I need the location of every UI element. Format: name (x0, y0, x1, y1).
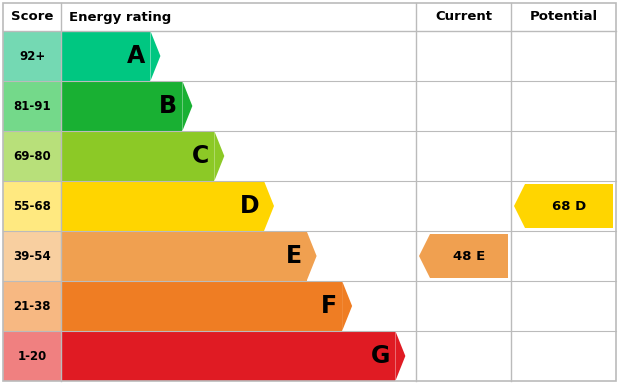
Bar (3, 181, 61, 231)
Text: A: A (127, 44, 145, 68)
Text: B: B (159, 94, 178, 118)
Bar (3, 131, 61, 181)
Bar (61, 231, 306, 281)
Text: 48 E: 48 E (453, 250, 485, 263)
Bar (61, 181, 264, 231)
Polygon shape (396, 331, 405, 381)
Text: Current: Current (435, 10, 492, 23)
Bar (3, 281, 61, 331)
Bar (3, 3, 616, 31)
Text: F: F (321, 294, 337, 318)
Text: 39-54: 39-54 (13, 250, 51, 263)
Polygon shape (183, 81, 193, 131)
Text: 68 D: 68 D (552, 200, 586, 212)
Bar (61, 281, 342, 331)
Bar (3, 81, 61, 131)
Text: 81-91: 81-91 (13, 99, 51, 113)
Bar (61, 81, 183, 131)
Text: D: D (240, 194, 259, 218)
Text: E: E (285, 244, 301, 268)
Polygon shape (419, 234, 508, 278)
Bar (3, 231, 61, 281)
Text: Energy rating: Energy rating (69, 10, 171, 23)
Bar (61, 331, 396, 381)
Text: 21-38: 21-38 (13, 300, 51, 313)
Polygon shape (342, 281, 352, 331)
Text: 1-20: 1-20 (17, 349, 46, 362)
Bar (3, 331, 61, 381)
Text: 92+: 92+ (19, 50, 45, 63)
Text: 55-68: 55-68 (13, 200, 51, 212)
Polygon shape (514, 184, 613, 228)
Bar (3, 31, 61, 81)
Text: Score: Score (11, 10, 53, 23)
Polygon shape (264, 181, 274, 231)
Text: G: G (371, 344, 391, 368)
Text: C: C (192, 144, 209, 168)
Polygon shape (306, 231, 316, 281)
Bar (61, 131, 214, 181)
Text: Potential: Potential (529, 10, 597, 23)
Polygon shape (150, 31, 160, 81)
Text: 69-80: 69-80 (13, 149, 51, 162)
Polygon shape (214, 131, 224, 181)
Bar (61, 31, 150, 81)
